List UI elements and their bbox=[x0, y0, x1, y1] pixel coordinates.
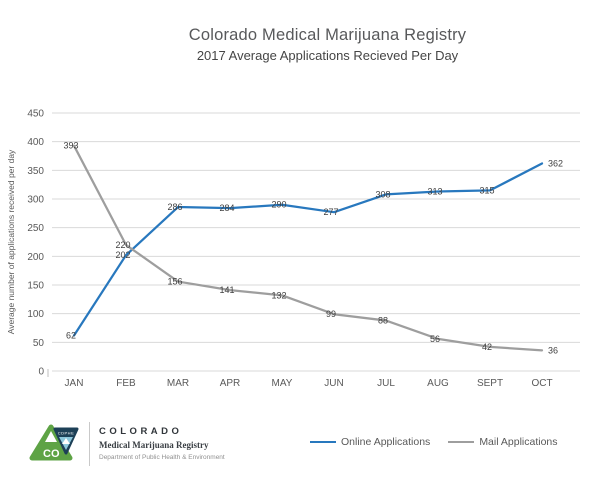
agency-org-name: COLORADO bbox=[99, 426, 183, 437]
data-label: 308 bbox=[375, 189, 390, 199]
data-label: 277 bbox=[323, 207, 338, 217]
y-tick-label: 300 bbox=[27, 195, 44, 206]
data-label: 132 bbox=[271, 290, 286, 300]
data-label: 220 bbox=[115, 240, 130, 250]
x-tick-label: SEPT bbox=[477, 378, 503, 389]
data-label: 393 bbox=[63, 141, 78, 151]
y-tick-label: 450 bbox=[27, 109, 44, 120]
data-label: 99 bbox=[326, 309, 336, 319]
data-label: 284 bbox=[219, 203, 234, 213]
logo-mountain-icon bbox=[62, 438, 70, 444]
y-tick-label: 50 bbox=[33, 338, 45, 349]
y-tick-label: 200 bbox=[27, 252, 44, 263]
x-tick-label: FEB bbox=[116, 378, 136, 389]
data-label: 315 bbox=[479, 185, 494, 195]
y-tick-label: 400 bbox=[27, 137, 44, 148]
x-tick-label: JUN bbox=[324, 378, 343, 389]
data-label: 36 bbox=[548, 345, 558, 355]
online-line-swatch-icon bbox=[310, 440, 336, 444]
logo-tree-icon bbox=[45, 431, 57, 442]
x-tick-label: JAN bbox=[65, 378, 84, 389]
chart-subtitle: 2017 Average Applications Recieved Per D… bbox=[196, 48, 459, 63]
x-tick-label: APR bbox=[220, 378, 241, 389]
y-tick-label: 250 bbox=[27, 223, 44, 234]
x-tick-label: MAR bbox=[167, 378, 189, 389]
x-tick-label: MAY bbox=[272, 378, 293, 389]
data-label: 202 bbox=[115, 250, 130, 260]
legend-item-mail: Mail Applications bbox=[448, 436, 558, 448]
data-label: 313 bbox=[427, 187, 442, 197]
data-label: 88 bbox=[378, 316, 388, 326]
data-label: 42 bbox=[482, 342, 492, 352]
y-axis-title: Average number of applications received … bbox=[6, 149, 16, 334]
agency-department-name: Department of Public Health & Environmen… bbox=[99, 454, 225, 461]
data-label: 290 bbox=[271, 200, 286, 210]
x-tick-label: JUL bbox=[377, 378, 395, 389]
agency-footer: CO CDPHE COLORADO Medical Marijuana Regi… bbox=[28, 422, 225, 466]
logo-state-abbr: CO bbox=[43, 448, 60, 460]
logo-badge-label: CDPHE bbox=[58, 431, 75, 436]
mail-line-swatch-icon bbox=[448, 440, 475, 444]
chart-header: Colorado Medical Marijuana Registry 2017… bbox=[55, 26, 600, 63]
data-label: 56 bbox=[430, 334, 440, 344]
series-line-mail-applications bbox=[72, 144, 544, 352]
data-label: 62 bbox=[66, 330, 76, 340]
y-tick-label: 350 bbox=[27, 166, 44, 177]
chart-legend: Online Applications Mail Applications bbox=[310, 436, 558, 448]
agency-program-name: Medical Marijuana Registry bbox=[99, 440, 209, 450]
series-line-online-applications bbox=[72, 162, 544, 337]
data-label: 141 bbox=[219, 285, 234, 295]
agency-text-block: COLORADO Medical Marijuana Registry Depa… bbox=[89, 422, 225, 466]
data-label: 362 bbox=[548, 158, 563, 168]
y-tick-label: 0 bbox=[38, 367, 44, 378]
legend-label-mail: Mail Applications bbox=[479, 436, 558, 448]
data-label: 156 bbox=[167, 277, 182, 287]
chart-title: Colorado Medical Marijuana Registry bbox=[188, 26, 467, 44]
y-tick-label: 150 bbox=[27, 281, 44, 292]
legend-item-online: Online Applications bbox=[310, 436, 430, 448]
legend-label-online: Online Applications bbox=[341, 436, 431, 448]
x-tick-label: AUG bbox=[427, 378, 449, 389]
data-label: 286 bbox=[167, 202, 182, 212]
cdphe-logo-icon: CO CDPHE bbox=[29, 424, 79, 461]
x-tick-label: OCT bbox=[531, 378, 552, 389]
y-tick-label: 100 bbox=[27, 309, 44, 320]
